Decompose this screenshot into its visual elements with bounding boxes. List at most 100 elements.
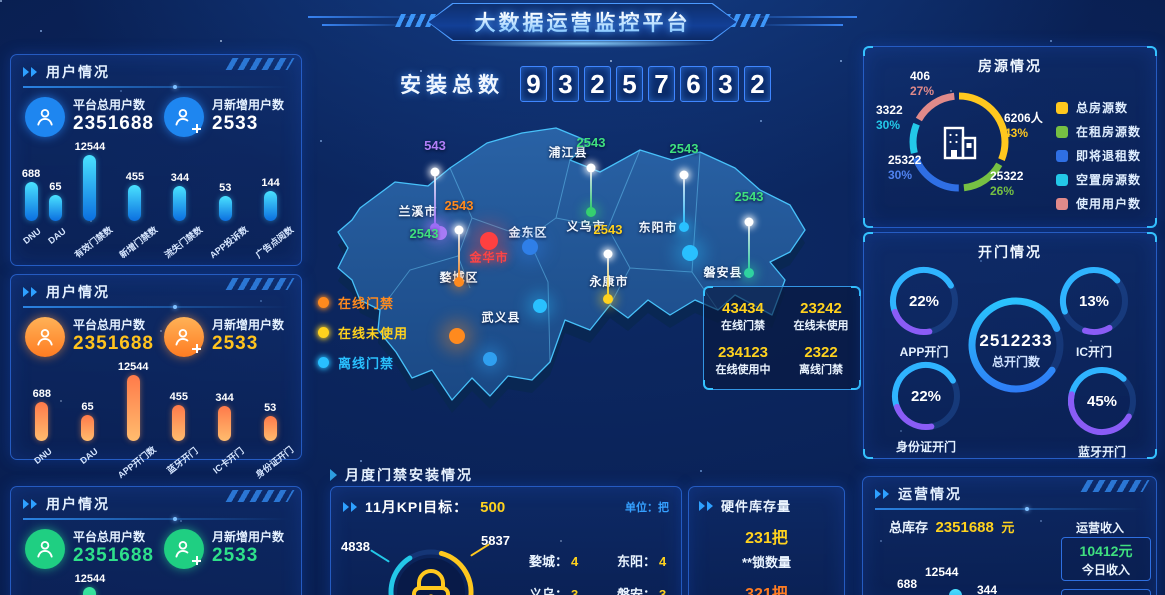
kpi-city-name: 磐安： (617, 587, 657, 595)
ring-percent: 13% (1078, 292, 1110, 310)
legend-chip (1056, 149, 1068, 162)
housing-panel: 房源情况 406 27% 3322 30% 25322 30% 25322 (863, 46, 1157, 228)
kpi-left-callout: 4838 (341, 539, 370, 554)
ring-label: 身份证开门 (895, 440, 956, 454)
donut-callout: 25322 26% (990, 169, 1023, 199)
counter-digit: 5 (616, 66, 643, 102)
stats-row: 平台总用户数 2351688 月新增用户数 2533 (11, 308, 301, 357)
counter-digit: 9 (520, 66, 547, 102)
double-chevron-icon (699, 500, 715, 511)
banner-background: 大数据运营监控平台 (428, 4, 737, 40)
stat-label: 平台总用户数 (73, 530, 146, 545)
donut-callout: 3322 30% (876, 103, 903, 133)
bar-value: 688 (32, 388, 52, 400)
bar-column: 688 DNU (19, 388, 65, 472)
header-underline (23, 85, 289, 89)
stat-value: 2351688 (73, 332, 154, 354)
stat-new-users: 月新增用户数 2533 (156, 97, 295, 137)
bar-category-label: DNU (32, 446, 54, 466)
bar-column: 455 新增门禁数 (112, 171, 160, 260)
bar-column: 65 DAU (43, 181, 68, 252)
bar-column: 12544 APP开门数 (110, 361, 158, 480)
stat-value: 2351688 (73, 112, 154, 134)
stat-label: 平台总用户数 (73, 318, 146, 333)
kpi-city-value: 4 (659, 554, 667, 569)
ring-label: 蓝牙开门 (1077, 445, 1126, 459)
bar-value: 144 (261, 177, 280, 189)
plus-icon (192, 556, 201, 565)
users-panel-orange: 用户情况 平台总用户数 2351688 月新增用户数 2 (10, 274, 302, 480)
bar-category-label: DAU (77, 446, 100, 466)
counter-digit: 3 (552, 66, 579, 102)
bar-category-label: 身份证开门 (253, 444, 296, 481)
stock-unit: 元 (1001, 520, 1015, 535)
bar (126, 375, 140, 441)
stat-total-users: 平台总用户数 2351688 (17, 97, 156, 137)
door-stat: 43434 在线门禁 (704, 299, 782, 333)
kpi-city-value: 3 (659, 587, 667, 595)
header-decoration (308, 16, 418, 18)
bar-value: 455 (125, 171, 145, 183)
door-stat: 2322 离线门禁 (782, 343, 860, 377)
donut-callout: 406 27% (910, 69, 934, 99)
operations-panel: 运营情况 总库存 2351688 元 运营收入 10412元 今日收入 1286… (862, 476, 1157, 595)
corner-decoration (863, 218, 873, 228)
stock-value: 2351688 (935, 519, 994, 536)
kpi-city: 磐安： 3 (617, 584, 705, 595)
mini-bar-value: 344 (977, 583, 998, 595)
bar (83, 155, 97, 221)
legend-chip (1056, 101, 1068, 114)
banner-glow-decoration (452, 39, 713, 48)
header-underline (23, 517, 289, 521)
panel-header: 用户情况 (11, 275, 301, 302)
door-stat: 23242 在线未使用 (782, 299, 860, 333)
section-title: 月度门禁安装情况 (345, 467, 473, 483)
mini-bar-value: 12544 (925, 565, 959, 579)
map-legend: 在线门禁 在线未使用 离线门禁 (318, 293, 408, 383)
bar (264, 191, 277, 221)
legend-item: 总房源数 (1056, 99, 1141, 116)
corner-decoration (1147, 449, 1157, 459)
double-chevron-icon (23, 499, 39, 509)
callout-value: 6206人 (1004, 111, 1043, 125)
kpi-panel: 11月KPI目标： 500 单位：把 4838 5837 婺城： 4 东阳： 4 义乌：… (330, 486, 682, 595)
door-stat-label: 在线使用中 (715, 363, 771, 376)
door-stat-value: 43434 (722, 300, 764, 318)
plus-icon (192, 344, 201, 353)
callout-value: 406 (910, 69, 931, 83)
double-chevron-icon (23, 287, 39, 297)
mini-bar (949, 589, 962, 595)
next-income-box: 12865元 (1061, 589, 1151, 595)
panel-title: 开门情况 (978, 244, 1042, 260)
hardware-body: 231把 **锁数量 321把 (689, 527, 844, 595)
ring-percent: 22% (908, 292, 940, 310)
bar-value: 344 (170, 172, 190, 184)
panel-header: 运营情况 (863, 477, 1156, 504)
legend-item: 即将退租数 (1056, 147, 1141, 164)
stat-value: 2533 (212, 544, 259, 566)
install-counter-label: 安装总数 (400, 74, 504, 97)
region-map (337, 127, 806, 413)
corner-decoration (1147, 232, 1157, 242)
lock-icon (412, 569, 450, 595)
total-openings-value: 2512233 (979, 331, 1053, 350)
mini-bar-value: 688 (897, 577, 918, 591)
stat-label: 月新增用户数 (212, 98, 285, 113)
monthly-section-header: 月度门禁安装情况 (330, 465, 473, 485)
bar-column: 53 APP投诉数 (202, 182, 250, 260)
legend-dot (318, 357, 329, 368)
legend-label: 总房源数 (1076, 101, 1129, 115)
door-stat-label: 在线未使用 (793, 319, 849, 332)
housing-donut-chart (909, 92, 1009, 192)
bar (83, 587, 97, 595)
bar-column: 455 蓝牙开门 (156, 391, 202, 476)
kpi-city: 婺城： 4 (529, 551, 617, 570)
counter-digit: 6 (680, 66, 707, 102)
legend-item: 在租房源数 (1056, 123, 1141, 140)
corner-decoration (863, 449, 873, 459)
legend-label: 空置房源数 (1076, 173, 1142, 187)
ring-ic: 13% IC开门 (1056, 263, 1132, 360)
ring-idcard: 22% 身份证开门 (888, 358, 964, 455)
corner-decoration (863, 232, 873, 242)
